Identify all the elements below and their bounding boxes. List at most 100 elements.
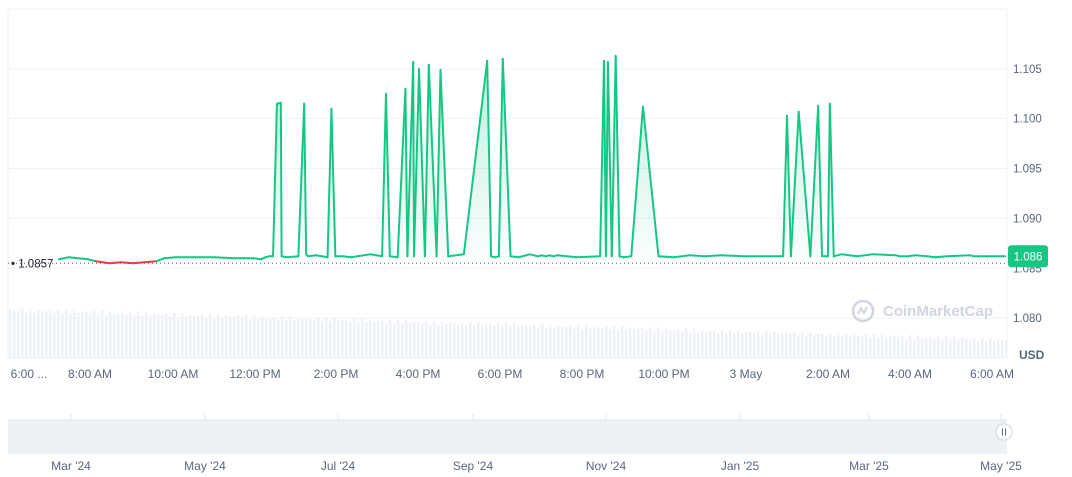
volume-bar — [317, 317, 320, 358]
price-line-segment — [914, 254, 929, 258]
price-line-segment — [412, 60, 415, 258]
x-tick-label: 8:00 PM — [560, 367, 605, 381]
volume-bar — [121, 313, 124, 358]
price-line-segment — [406, 60, 415, 258]
volume-bar — [569, 325, 572, 358]
volume-bar — [89, 313, 92, 358]
volume-bar — [797, 335, 800, 358]
volume-bar — [921, 338, 924, 358]
volume-bar — [33, 312, 36, 358]
price-line-segment — [486, 59, 493, 258]
volume-bar — [337, 320, 340, 358]
volume-bar — [697, 332, 700, 358]
volume-bar — [645, 330, 648, 358]
grid-lines — [8, 68, 1007, 319]
volume-bar — [197, 316, 200, 358]
price-line-segment — [817, 104, 824, 258]
volume-bar — [185, 316, 188, 358]
price-line-segment — [657, 255, 676, 259]
volume-bar — [85, 311, 88, 358]
price-line-segment — [945, 254, 972, 258]
volume-bar — [961, 337, 964, 358]
navigator-selection[interactable] — [8, 420, 1007, 454]
volume-bar — [893, 336, 896, 358]
volume-bar — [77, 312, 80, 358]
volume-bar — [877, 338, 880, 358]
price-line-segment — [614, 54, 621, 258]
volume-bar — [265, 317, 268, 358]
price-line-segment — [704, 254, 722, 258]
volume-bar — [621, 326, 624, 358]
volume-bar — [253, 315, 256, 358]
volume-bar — [225, 315, 228, 358]
volume-bar — [357, 322, 360, 358]
volume-bar — [997, 338, 1000, 358]
x-tick-label: 6:00 PM — [478, 367, 523, 381]
volume-bar — [385, 322, 388, 358]
navigator-label: May '24 — [184, 459, 226, 473]
volume-bar — [189, 314, 192, 358]
volume-bar — [873, 334, 876, 358]
volume-bar — [677, 329, 680, 358]
volume-bar — [213, 318, 216, 358]
price-line-segment — [630, 105, 644, 258]
volume-bar — [425, 320, 428, 358]
volume-bar — [437, 324, 440, 358]
volume-bar — [785, 332, 788, 358]
volume-bar — [69, 313, 72, 358]
volume-bar — [949, 340, 952, 358]
volume-bar — [729, 329, 732, 358]
volume-bar — [781, 333, 784, 358]
price-line-segment — [797, 110, 812, 258]
price-line-segment — [509, 255, 520, 259]
volume-bar — [653, 331, 656, 358]
y-tick-label: 1.095 — [1013, 164, 1042, 176]
volume-bar — [373, 321, 376, 358]
volume-bar — [557, 325, 560, 358]
navigator-axis: Mar '24 May '24 Jul '24 Sep '24 Nov '24 Jan '… — [51, 459, 1022, 473]
volume-bar — [17, 311, 20, 358]
volume-bar — [801, 331, 804, 358]
volume-bar — [673, 330, 676, 358]
volume-bar — [421, 323, 424, 358]
volume-bar — [541, 324, 544, 358]
price-line-segment — [575, 255, 602, 259]
volume-bar — [861, 336, 864, 358]
volume-bar — [285, 320, 288, 358]
price-line-segment — [396, 87, 407, 259]
volume-bar — [817, 334, 820, 358]
price-line-segment — [856, 253, 874, 258]
price-area — [58, 55, 1006, 262]
volume-bar — [73, 310, 76, 358]
volume-bar — [905, 338, 908, 358]
navigator-label: Sep '24 — [453, 459, 494, 473]
volume-bar — [177, 317, 180, 358]
volume-bar — [101, 310, 104, 358]
volume-bar — [49, 310, 52, 358]
range-navigator[interactable]: Mar '24 May '24 Jul '24 Sep '24 Nov '24 Jan '… — [8, 414, 1022, 473]
volume-bar — [721, 329, 724, 358]
x-tick-label: 2:00 AM — [806, 367, 850, 381]
price-line-segment — [279, 101, 283, 258]
price-line-segment — [529, 253, 539, 258]
volume-bar — [45, 310, 48, 358]
volume-bar — [333, 318, 336, 358]
price-line[interactable] — [57, 54, 1007, 265]
volume-bar — [473, 325, 476, 358]
volume-bar — [485, 323, 488, 358]
price-line-segment — [933, 255, 948, 259]
volume-bar — [169, 316, 172, 358]
volume-bar — [977, 340, 980, 358]
volume-bar — [789, 334, 792, 358]
pause-handle-icon[interactable] — [995, 423, 1013, 441]
price-line-segment — [381, 92, 387, 258]
y-tick-label: 1.080 — [1013, 313, 1042, 325]
volume-bar — [597, 327, 600, 358]
volume-bar — [737, 330, 740, 358]
volume-bar — [377, 321, 380, 358]
x-tick-label: 3 May — [730, 367, 763, 381]
volume-bar — [449, 322, 452, 358]
volume-bar — [125, 314, 128, 358]
